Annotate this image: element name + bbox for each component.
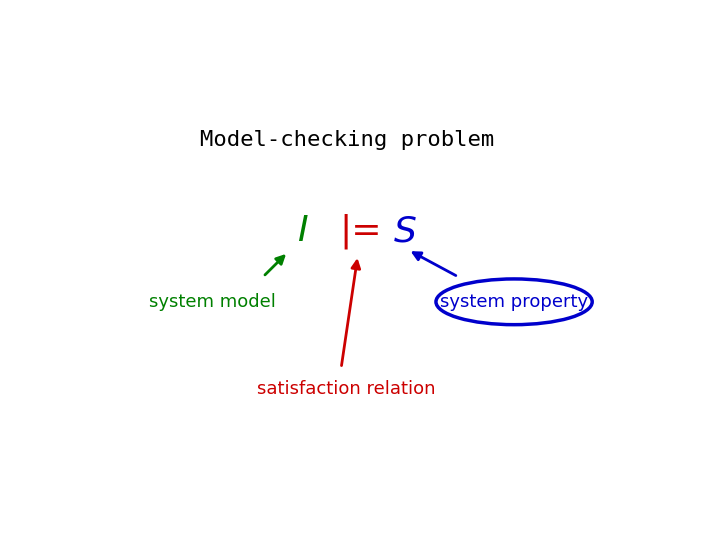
Text: I: I [297,214,307,248]
Text: system model: system model [149,293,276,311]
Text: S: S [394,214,417,248]
Text: satisfaction relation: satisfaction relation [258,380,436,398]
Text: system property: system property [440,293,588,311]
Text: |=: |= [339,213,382,249]
Text: Model-checking problem: Model-checking problem [199,130,494,150]
